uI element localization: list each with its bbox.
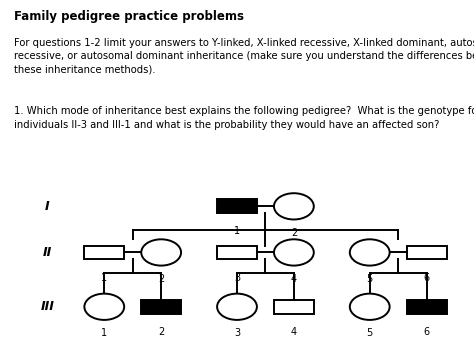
Text: 1. Which mode of inheritance best explains the following pedigree?  What is the : 1. Which mode of inheritance best explai… [14, 106, 474, 130]
Ellipse shape [274, 193, 314, 220]
Bar [217, 246, 257, 259]
Ellipse shape [141, 239, 181, 265]
Ellipse shape [217, 294, 257, 320]
Text: 1: 1 [234, 226, 240, 236]
Bar [407, 246, 447, 259]
Text: 6: 6 [424, 273, 429, 283]
Text: 3: 3 [234, 273, 240, 283]
Text: 5: 5 [366, 274, 373, 284]
Text: 3: 3 [234, 328, 240, 338]
Text: 6: 6 [424, 327, 429, 337]
Ellipse shape [350, 239, 390, 265]
Text: For questions 1-2 limit your answers to Y-linked, X-linked recessive, X-linked d: For questions 1-2 limit your answers to … [14, 38, 474, 74]
Bar [217, 199, 257, 213]
Text: 2: 2 [291, 228, 297, 238]
Bar [407, 300, 447, 314]
Ellipse shape [84, 294, 124, 320]
Text: I: I [45, 200, 50, 213]
Text: 1: 1 [101, 273, 107, 283]
Text: 1: 1 [101, 328, 107, 338]
Text: 2: 2 [158, 274, 164, 284]
Text: II: II [43, 246, 52, 259]
Text: 5: 5 [366, 328, 373, 338]
Bar [274, 300, 314, 314]
Bar [141, 300, 181, 314]
Text: 2: 2 [158, 327, 164, 337]
Text: Family pedigree practice problems: Family pedigree practice problems [14, 10, 244, 23]
Bar [84, 246, 124, 259]
Text: 4: 4 [291, 274, 297, 284]
Ellipse shape [274, 239, 314, 265]
Text: III: III [40, 300, 55, 313]
Text: 4: 4 [291, 327, 297, 337]
Ellipse shape [350, 294, 390, 320]
